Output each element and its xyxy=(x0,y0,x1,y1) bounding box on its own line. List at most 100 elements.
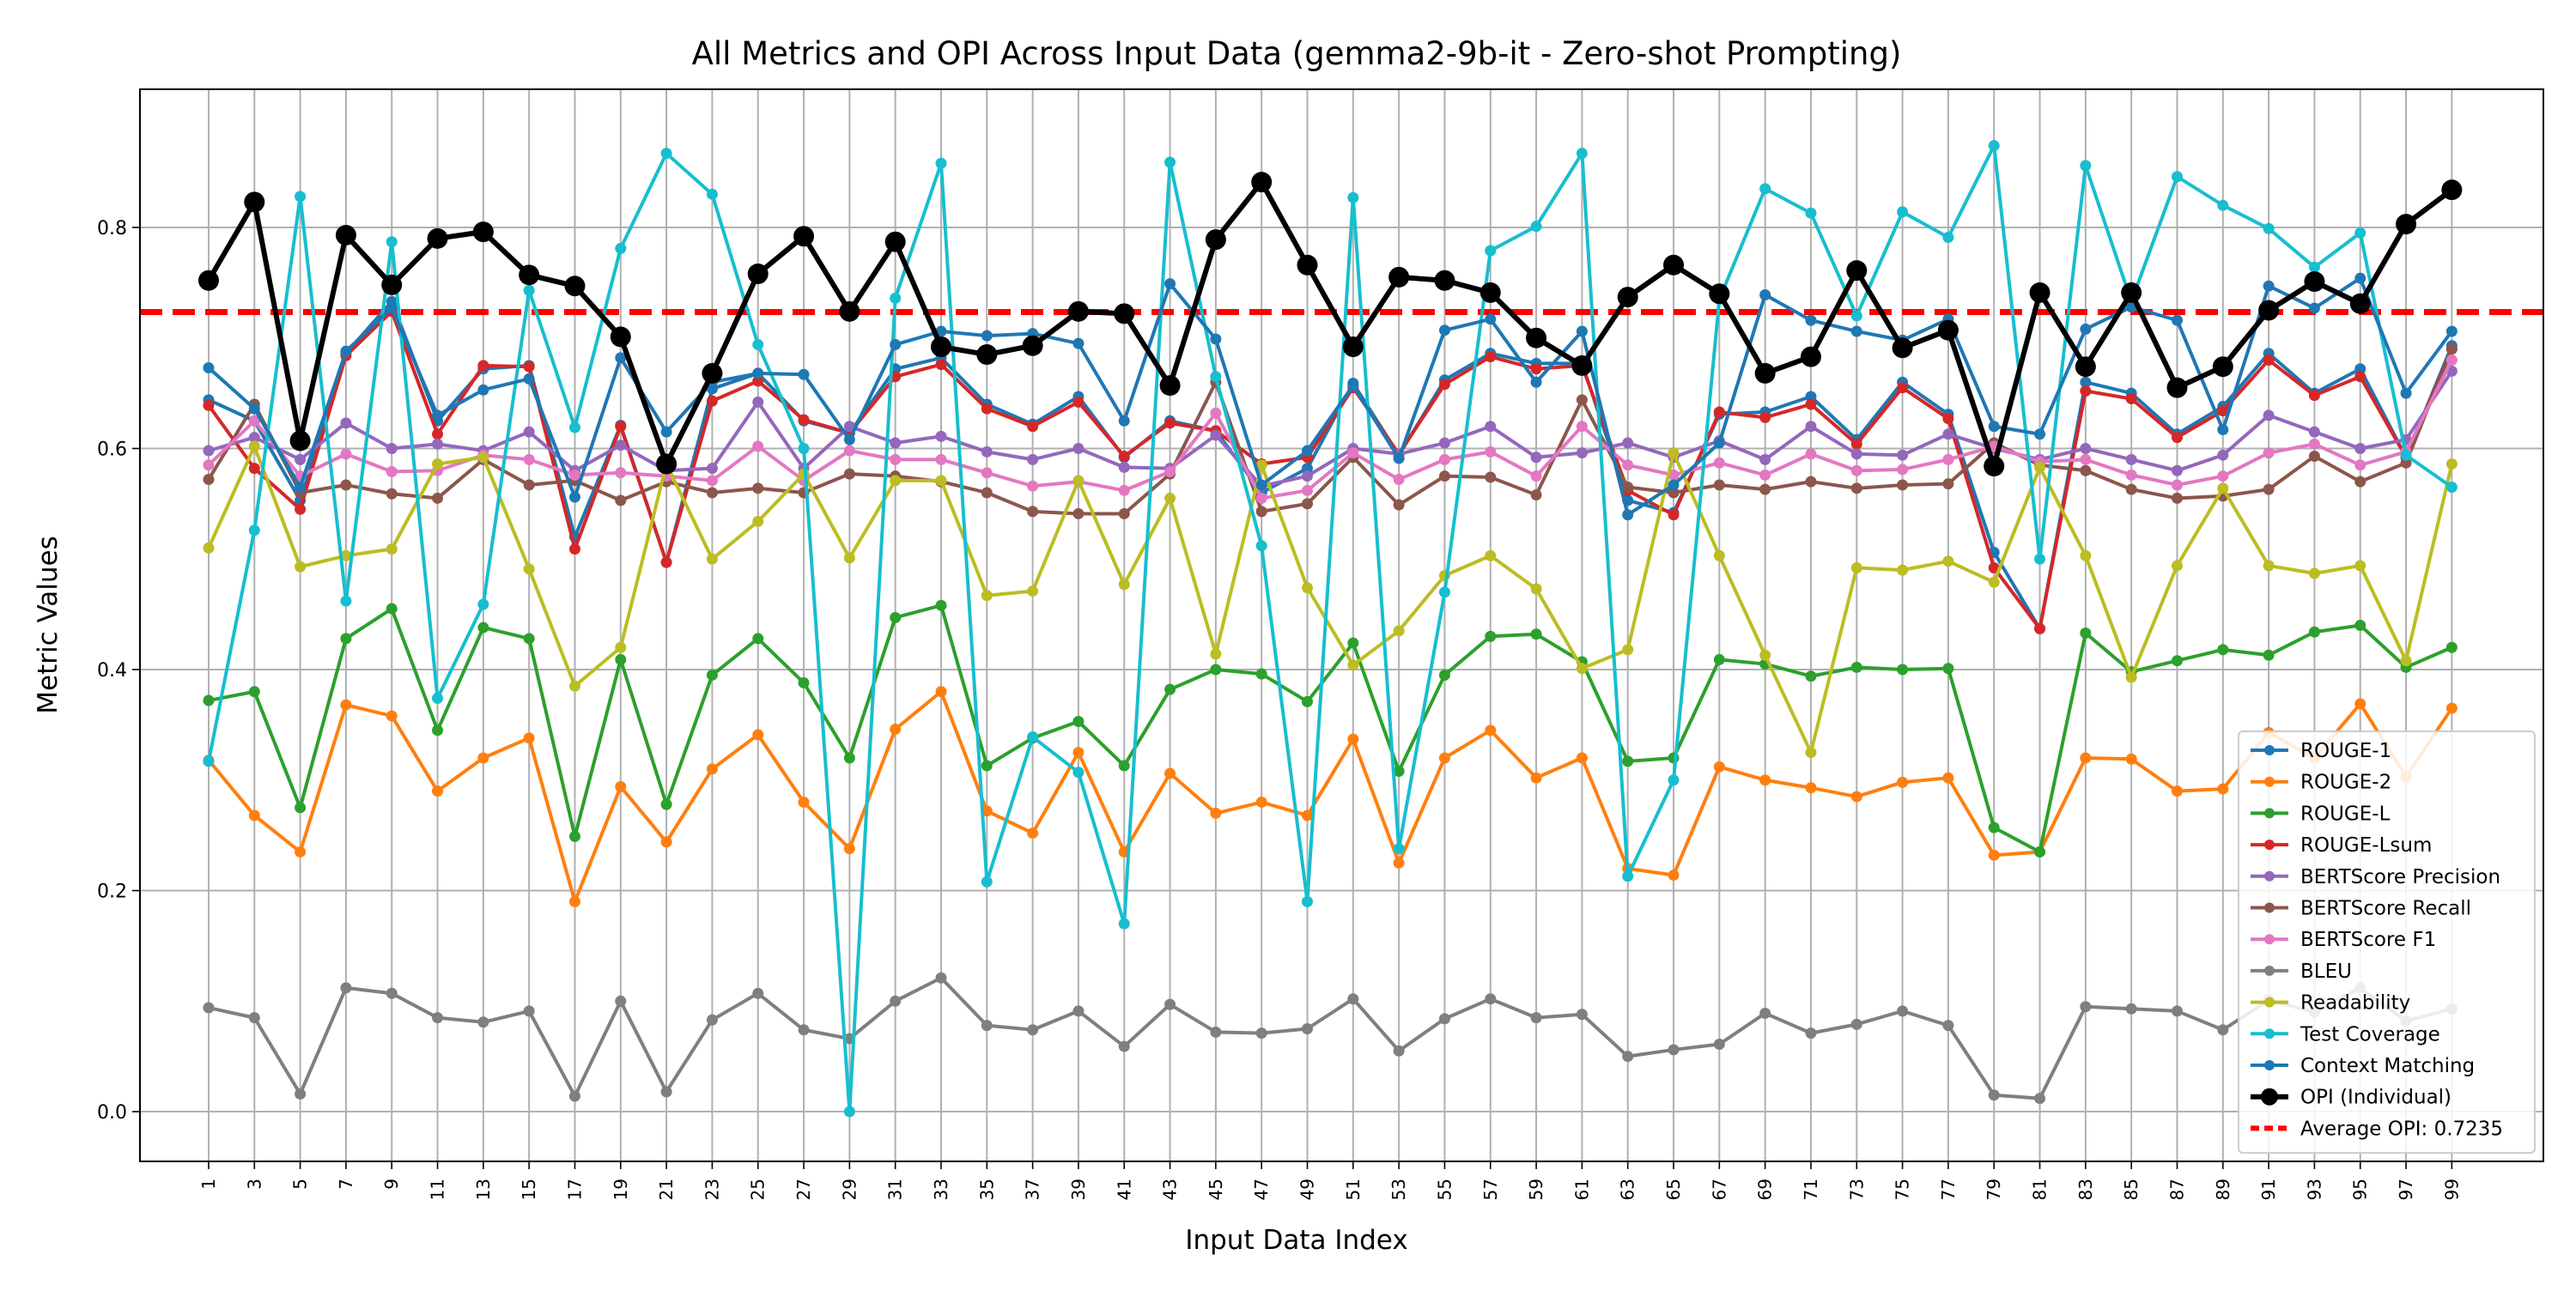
data-point xyxy=(1255,459,1267,471)
x-tick-label: 57 xyxy=(1480,1179,1501,1200)
data-point xyxy=(1668,487,1680,499)
data-point xyxy=(2396,214,2417,235)
data-point xyxy=(1388,266,1410,288)
data-point xyxy=(1530,489,1542,501)
data-point xyxy=(1622,755,1634,767)
data-point xyxy=(935,157,947,169)
data-point xyxy=(477,752,489,764)
data-point xyxy=(1022,335,1043,356)
data-point xyxy=(295,1088,307,1100)
data-point xyxy=(615,780,627,792)
data-point xyxy=(1118,415,1130,427)
x-tick-label: 59 xyxy=(1526,1179,1546,1200)
data-point xyxy=(981,590,993,602)
data-point xyxy=(248,524,260,536)
data-point xyxy=(2171,479,2183,491)
data-point xyxy=(1897,206,1909,218)
series-line xyxy=(207,689,2454,904)
data-point xyxy=(1988,1089,2000,1101)
data-point xyxy=(1942,453,1954,465)
data-point xyxy=(203,445,215,457)
data-point xyxy=(1393,474,1405,486)
data-point xyxy=(615,653,627,665)
data-point xyxy=(1393,452,1405,464)
x-tick-label: 63 xyxy=(1618,1179,1638,1200)
data-point xyxy=(1530,470,1542,482)
data-point xyxy=(1164,466,1176,478)
data-point xyxy=(706,463,718,475)
data-point xyxy=(1072,716,1084,728)
data-point xyxy=(1027,421,1039,433)
data-point xyxy=(1479,282,1501,303)
data-point xyxy=(839,300,860,322)
data-point xyxy=(2304,271,2325,293)
data-point xyxy=(981,760,993,772)
data-point xyxy=(2445,325,2458,337)
data-point xyxy=(752,482,764,494)
data-point xyxy=(295,846,307,858)
data-point xyxy=(203,542,215,554)
x-tick-label: 65 xyxy=(1663,1179,1684,1200)
data-point xyxy=(1114,303,1135,324)
data-point xyxy=(793,226,815,247)
legend-entry: BERTScore Precision xyxy=(2251,866,2500,888)
x-tick-label: 7 xyxy=(336,1179,356,1190)
data-point xyxy=(295,802,307,814)
data-point xyxy=(890,453,902,465)
data-point xyxy=(1393,843,1405,855)
x-tick-label: 41 xyxy=(1114,1179,1134,1200)
series-line xyxy=(207,143,2453,1114)
data-point xyxy=(2400,457,2412,469)
x-tick-label: 83 xyxy=(2075,1179,2096,1200)
legend-label: ROUGE-2 xyxy=(2300,772,2391,794)
data-point xyxy=(1668,870,1680,882)
x-tick-label: 39 xyxy=(1068,1179,1089,1200)
data-point xyxy=(1759,288,1771,300)
data-point xyxy=(1526,327,1547,349)
data-point xyxy=(2308,450,2320,462)
data-point xyxy=(1805,1027,1817,1039)
data-point xyxy=(248,432,260,444)
data-point xyxy=(615,995,627,1007)
legend-label: OPI (Individual) xyxy=(2300,1087,2451,1109)
data-point xyxy=(1485,245,1497,257)
data-point xyxy=(2080,549,2092,561)
x-tick-label: 75 xyxy=(1893,1179,1913,1200)
data-point xyxy=(248,415,260,427)
data-point xyxy=(568,680,580,692)
data-point xyxy=(752,375,764,387)
chart-title: All Metrics and OPI Across Input Data (g… xyxy=(692,35,1902,72)
legend-entry: BLEU xyxy=(2251,961,2352,983)
data-point xyxy=(1622,482,1634,494)
data-point xyxy=(2445,482,2458,494)
data-point xyxy=(2445,458,2458,470)
data-point xyxy=(386,442,398,454)
series-line xyxy=(208,370,2454,488)
x-tick-label: 89 xyxy=(2213,1179,2233,1200)
data-point xyxy=(747,264,769,285)
data-point xyxy=(1347,637,1359,649)
data-point xyxy=(1897,776,1909,788)
data-point xyxy=(1164,998,1176,1010)
data-point xyxy=(1668,1044,1680,1056)
data-point xyxy=(843,752,855,764)
x-tick-label: 45 xyxy=(1206,1179,1226,1200)
data-point xyxy=(1622,1051,1634,1063)
data-point xyxy=(752,396,764,408)
data-point xyxy=(248,440,260,452)
data-point xyxy=(2080,160,2092,172)
x-tick-label: 29 xyxy=(839,1179,860,1200)
data-point xyxy=(752,987,764,999)
data-point xyxy=(203,459,215,471)
legend-marker xyxy=(2264,1028,2275,1039)
data-point xyxy=(1302,695,1314,707)
data-point xyxy=(1485,445,1497,458)
data-point xyxy=(340,549,352,561)
data-point xyxy=(1942,1020,1954,1032)
data-point xyxy=(1255,479,1267,491)
data-point xyxy=(1942,478,1954,490)
legend-entry: ROUGE-Lsum xyxy=(2251,834,2432,857)
data-point xyxy=(1850,438,1862,450)
data-point xyxy=(1617,287,1638,308)
